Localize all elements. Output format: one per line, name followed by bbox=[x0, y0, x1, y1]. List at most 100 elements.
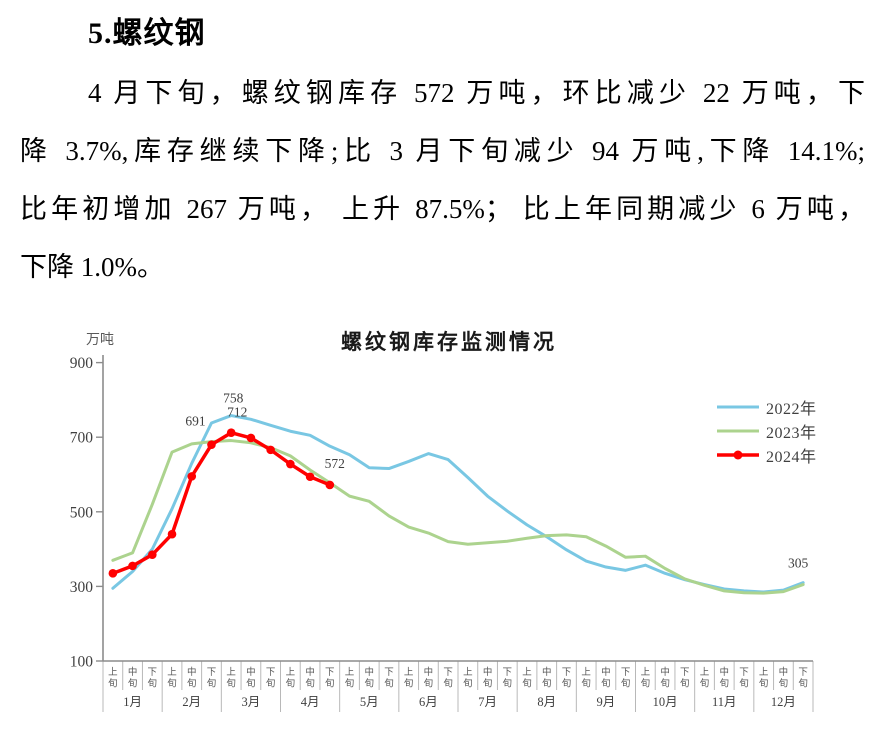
legend-item-2023: 2023年 bbox=[716, 419, 817, 443]
legend-label: 2022年 bbox=[766, 401, 817, 418]
x-subperiod-label: 旬 bbox=[581, 678, 591, 690]
x-month-label: 10月 bbox=[653, 695, 678, 709]
x-subperiod-label: 下 bbox=[443, 668, 453, 678]
x-subperiod-label: 旬 bbox=[621, 678, 631, 690]
chart-canvas: 100300500700900上旬中旬下旬上旬中旬下旬上旬中旬下旬上旬中旬下旬上… bbox=[70, 355, 814, 712]
x-subperiod-label: 下 bbox=[739, 668, 749, 678]
y-tick-label: 900 bbox=[70, 355, 94, 372]
x-subperiod-label: 中 bbox=[542, 666, 552, 678]
y-tick-label: 300 bbox=[70, 579, 94, 596]
data-point-marker bbox=[187, 472, 197, 481]
x-subperiod-label: 旬 bbox=[424, 678, 434, 690]
x-subperiod-label: 旬 bbox=[719, 678, 729, 690]
x-subperiod-label: 旬 bbox=[779, 678, 789, 690]
x-subperiod-label: 旬 bbox=[364, 678, 374, 690]
data-point-label: 712 bbox=[227, 405, 247, 420]
x-subperiod-label: 下 bbox=[266, 668, 276, 678]
data-point-marker bbox=[246, 433, 256, 443]
x-subperiod-label: 旬 bbox=[108, 678, 118, 690]
legend-item-2024: 2024年 bbox=[716, 443, 817, 467]
data-point-marker bbox=[207, 440, 216, 449]
line-swatch-icon bbox=[717, 405, 759, 409]
x-subperiod-label: 旬 bbox=[522, 678, 532, 690]
x-subperiod-label: 中 bbox=[424, 666, 434, 678]
series-line-2023年 bbox=[111, 439, 805, 595]
legend-item-2022: 2022年 bbox=[716, 395, 817, 419]
data-point-marker bbox=[305, 472, 315, 482]
x-subperiod-label: 旬 bbox=[503, 678, 513, 690]
legend-label: 2024年 bbox=[766, 449, 817, 466]
x-subperiod-label: 中 bbox=[364, 666, 374, 678]
paragraph-line: 4 月下旬，螺纹钢库存 572 万吨，环比减少 22 万吨，下 bbox=[88, 78, 865, 108]
x-subperiod-label: 旬 bbox=[463, 678, 473, 690]
data-point-marker bbox=[128, 561, 137, 571]
x-subperiod-label: 旬 bbox=[601, 678, 611, 690]
x-subperiod-label: 上 bbox=[404, 667, 414, 678]
x-subperiod-label: 旬 bbox=[660, 678, 670, 690]
x-subperiod-label: 下 bbox=[207, 668, 217, 678]
x-subperiod-label: 旬 bbox=[680, 678, 690, 690]
paragraph: 4 月下旬，螺纹钢库存 572 万吨，环比减少 22 万吨，下 降 3.7%,库… bbox=[20, 64, 865, 296]
x-subperiod-label: 上 bbox=[700, 667, 710, 678]
x-subperiod-label: 旬 bbox=[246, 678, 256, 690]
paragraph-line: 降 3.7%,库存继续下降;比 3 月下旬减少 94 万吨,下降 14.1%; bbox=[20, 136, 865, 166]
data-point-marker bbox=[108, 569, 118, 578]
x-subperiod-label: 上 bbox=[463, 667, 473, 678]
x-subperiod-label: 旬 bbox=[739, 678, 749, 690]
x-subperiod-label: 旬 bbox=[187, 678, 197, 690]
x-subperiod-label: 上 bbox=[286, 667, 296, 678]
x-subperiod-label: 中 bbox=[601, 666, 611, 678]
x-subperiod-label: 旬 bbox=[325, 678, 335, 690]
x-subperiod-label: 下 bbox=[562, 668, 572, 678]
x-subperiod-label: 中 bbox=[128, 666, 138, 678]
paragraph-line: 比年初增加 267 万吨， 上升 87.5%； 比上年同期减少 6 万吨， bbox=[20, 194, 865, 224]
x-month-label: 3月 bbox=[242, 695, 261, 709]
x-subperiod-label: 下 bbox=[798, 668, 808, 678]
x-month-label: 5月 bbox=[360, 695, 379, 709]
x-subperiod-label: 旬 bbox=[641, 678, 651, 690]
data-point-marker bbox=[266, 445, 275, 455]
x-month-label: 9月 bbox=[597, 695, 616, 709]
x-month-label: 7月 bbox=[478, 695, 497, 709]
data-point-label: 572 bbox=[325, 456, 345, 471]
x-subperiod-label: 中 bbox=[187, 666, 197, 678]
x-subperiod-label: 下 bbox=[503, 668, 513, 678]
x-subperiod-label: 旬 bbox=[226, 678, 236, 690]
x-subperiod-label: 下 bbox=[680, 668, 690, 678]
x-month-label: 8月 bbox=[537, 695, 556, 709]
x-month-label: 2月 bbox=[182, 695, 201, 709]
x-subperiod-label: 旬 bbox=[798, 678, 808, 690]
x-subperiod-label: 中 bbox=[779, 666, 789, 678]
data-point-marker bbox=[167, 529, 177, 539]
y-tick-label: 700 bbox=[70, 430, 94, 447]
section-heading: 5.螺纹钢 bbox=[88, 17, 206, 50]
x-subperiod-label: 上 bbox=[759, 667, 769, 678]
y-tick-label: 500 bbox=[70, 504, 94, 521]
x-subperiod-label: 旬 bbox=[345, 678, 355, 690]
x-subperiod-label: 上 bbox=[522, 667, 532, 678]
x-month-label: 6月 bbox=[419, 695, 438, 709]
x-subperiod-label: 上 bbox=[345, 667, 355, 678]
x-subperiod-label: 旬 bbox=[305, 678, 315, 690]
x-subperiod-label: 下 bbox=[384, 668, 394, 678]
line-swatch-icon bbox=[717, 450, 759, 460]
x-subperiod-label: 旬 bbox=[266, 678, 276, 690]
data-point-marker bbox=[286, 459, 295, 469]
x-subperiod-label: 上 bbox=[108, 667, 118, 678]
x-subperiod-label: 上 bbox=[641, 667, 651, 678]
paragraph-line: 下降 1.0%。 bbox=[20, 252, 164, 282]
x-month-label: 4月 bbox=[301, 695, 320, 709]
x-subperiod-label: 下 bbox=[148, 668, 158, 678]
x-subperiod-label: 旬 bbox=[483, 678, 493, 690]
x-subperiod-label: 中 bbox=[660, 666, 670, 678]
x-subperiod-label: 上 bbox=[226, 667, 236, 678]
x-month-label: 12月 bbox=[771, 695, 796, 709]
line-swatch-icon bbox=[717, 429, 759, 433]
x-subperiod-label: 旬 bbox=[286, 678, 296, 690]
data-point-marker bbox=[226, 428, 236, 438]
x-subperiod-label: 旬 bbox=[700, 678, 710, 690]
x-subperiod-label: 旬 bbox=[167, 678, 177, 690]
x-subperiod-label: 旬 bbox=[759, 678, 769, 690]
x-subperiod-label: 旬 bbox=[562, 678, 572, 690]
x-subperiod-label: 旬 bbox=[384, 678, 394, 690]
